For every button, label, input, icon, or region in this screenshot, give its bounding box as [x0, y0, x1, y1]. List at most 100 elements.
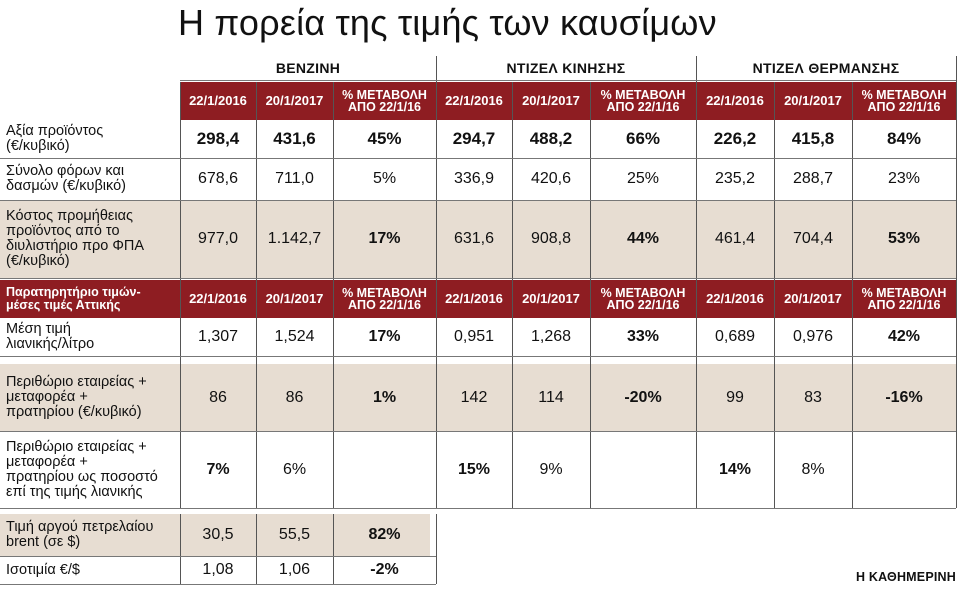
row-label-line: Κόστος προμήθειας — [6, 208, 133, 224]
grid-line-vertical — [436, 514, 437, 584]
table-cell: 415,8 — [791, 129, 835, 148]
row-label-line: Περιθώριο εταιρείας + — [6, 438, 147, 455]
row-label: Αξία προϊόντος (€/κυβικό) — [0, 120, 180, 158]
table-cell: 45% — [367, 129, 402, 148]
table-cell: 7% — [206, 460, 230, 478]
table-cell: 5% — [372, 170, 397, 187]
row-label-line: Περιθώριο εταιρείας + — [6, 374, 147, 390]
column-header-date: 22/1/2016 — [436, 280, 512, 318]
row-label-line: μεταφορέα + — [6, 453, 88, 470]
column-header-date: 22/1/2016 — [696, 82, 774, 120]
table-cell: 235,2 — [714, 170, 756, 187]
grid-line-vertical — [180, 514, 181, 584]
grid-line-horizontal — [0, 158, 956, 159]
table-cell: 288,7 — [792, 170, 834, 187]
grid-line-vertical — [256, 514, 257, 584]
source-label: Η ΚΑΘΗΜΕΡΙΝΗ — [856, 570, 956, 584]
row-label-line: (€/κυβικό) — [6, 253, 70, 269]
column-header-date: 20/1/2017 — [512, 280, 590, 318]
table-cell: 8% — [801, 460, 825, 478]
table-cell: 420,6 — [530, 170, 572, 187]
column-header-change: % ΜΕΤΑΒΟΛΗ ΑΠΟ 22/1/16 — [333, 82, 436, 120]
table-cell: 1,08 — [202, 561, 234, 578]
grid-line-vertical — [256, 82, 257, 508]
row-label-line: πρατηρίου (€/κυβικό) — [6, 404, 142, 420]
row-label-line: δασμών (€/κυβικό) — [6, 178, 126, 194]
table-cell: 298,4 — [196, 129, 240, 148]
grid-line-vertical — [696, 56, 697, 508]
table-cell: 294,7 — [452, 129, 496, 148]
table-cell: 711,0 — [275, 170, 314, 187]
table-cell: 33% — [626, 328, 660, 345]
column-header-date: 20/1/2017 — [774, 280, 852, 318]
table-cell: 908,8 — [530, 230, 572, 247]
table-cell: 66% — [625, 129, 661, 148]
grid-line-horizontal — [0, 508, 956, 509]
column-header-date: 20/1/2017 — [512, 82, 590, 120]
row-label-line: πρατηρίου ως ποσοστό — [6, 468, 158, 485]
row-label: Μέση τιμή λιανικής/λίτρο — [0, 318, 180, 356]
group-header-1: ΒΕΝΖΙΝΗ — [275, 59, 341, 76]
grid-line-vertical — [333, 514, 334, 584]
table-cell: 0,689 — [714, 328, 756, 345]
table-cell: 53% — [887, 230, 921, 247]
table-cell: 977,0 — [197, 230, 239, 247]
table-cell: 25% — [626, 170, 660, 187]
table-cell: 82% — [368, 526, 401, 543]
row-label-line: brent (σε $) — [6, 534, 81, 550]
grid-line-vertical — [512, 82, 513, 508]
grid-line-horizontal — [0, 356, 956, 357]
table-cell: 23% — [887, 170, 921, 187]
column-header-change: % ΜΕΤΑΒΟΛΗ ΑΠΟ 22/1/16 — [590, 280, 696, 318]
grid-line-horizontal — [0, 278, 956, 279]
row-label: Περιθώριο εταιρείας + μεταφορέα + πρατηρίο… — [0, 364, 180, 431]
table-cell: -20% — [624, 388, 662, 406]
grid-line-horizontal — [0, 200, 956, 201]
table-cell: 0,951 — [453, 328, 495, 345]
table-cell: -16% — [885, 388, 923, 406]
table-cell: 226,2 — [713, 129, 757, 148]
table-cell: 1,307 — [197, 328, 239, 345]
grid-line-vertical — [852, 82, 853, 508]
grid-line-vertical — [774, 82, 775, 508]
table-cell: 461,4 — [714, 230, 756, 247]
row-label-line: Αξία προϊόντος — [6, 123, 104, 139]
table-cell: 488,2 — [529, 129, 573, 148]
row-label: Περιθώριο εταιρείας + μεταφορέα + πρατηρίο… — [0, 431, 180, 508]
table-cell: 17% — [368, 230, 401, 247]
grid-line-horizontal — [0, 584, 436, 585]
row-label-line: επί της τιμής λιανικής — [6, 483, 143, 500]
column-header-date: 20/1/2017 — [256, 82, 333, 120]
row-label: Σύνολο φόρων και δασμών (€/κυβικό) — [0, 158, 180, 200]
table-cell: 431,6 — [273, 129, 316, 148]
row-label-line: λιανικής/λίτρο — [6, 336, 95, 352]
table-cell: 86 — [285, 388, 304, 406]
column-header-date: 20/1/2017 — [256, 280, 333, 318]
table-cell: 15% — [457, 460, 491, 478]
row-label-line: (€/κυβικό) — [6, 138, 70, 154]
table-cell: 55,5 — [278, 526, 311, 543]
table-cell — [333, 431, 436, 508]
table-cell: 30,5 — [202, 526, 234, 543]
table-cell: 83 — [804, 388, 822, 406]
column-header-change: % ΜΕΤΑΒΟΛΗ ΑΠΟ 22/1/16 — [590, 82, 696, 120]
table-cell: 44% — [626, 230, 660, 247]
table-cell: 42% — [887, 328, 921, 345]
column-header-change: % ΜΕΤΑΒΟΛΗ ΑΠΟ 22/1/16 — [852, 82, 956, 120]
table-cell: 1,524 — [274, 328, 315, 345]
column-header-date: 20/1/2017 — [774, 82, 852, 120]
row-shade-r4 — [0, 364, 956, 431]
table-cell: 84% — [886, 129, 922, 148]
table-cell: 704,4 — [792, 230, 834, 247]
row-label-line: διυλιστήριο προ ΦΠΑ — [6, 238, 145, 254]
row-label-line: Μέση τιμή — [6, 321, 71, 337]
table-cell: 17% — [368, 328, 401, 345]
row-label-line: Σύνολο φόρων και — [6, 163, 125, 179]
row-label-line: προϊόντος από το — [6, 223, 120, 239]
table-cell: 0,976 — [792, 328, 834, 345]
table-cell: 1.142,7 — [267, 230, 322, 247]
group-header-2: ΝΤΙΖΕΛ ΚΙΝΗΣΗΣ — [506, 59, 626, 76]
column-header-date: 22/1/2016 — [696, 280, 774, 318]
table-cell: 86 — [209, 388, 227, 406]
